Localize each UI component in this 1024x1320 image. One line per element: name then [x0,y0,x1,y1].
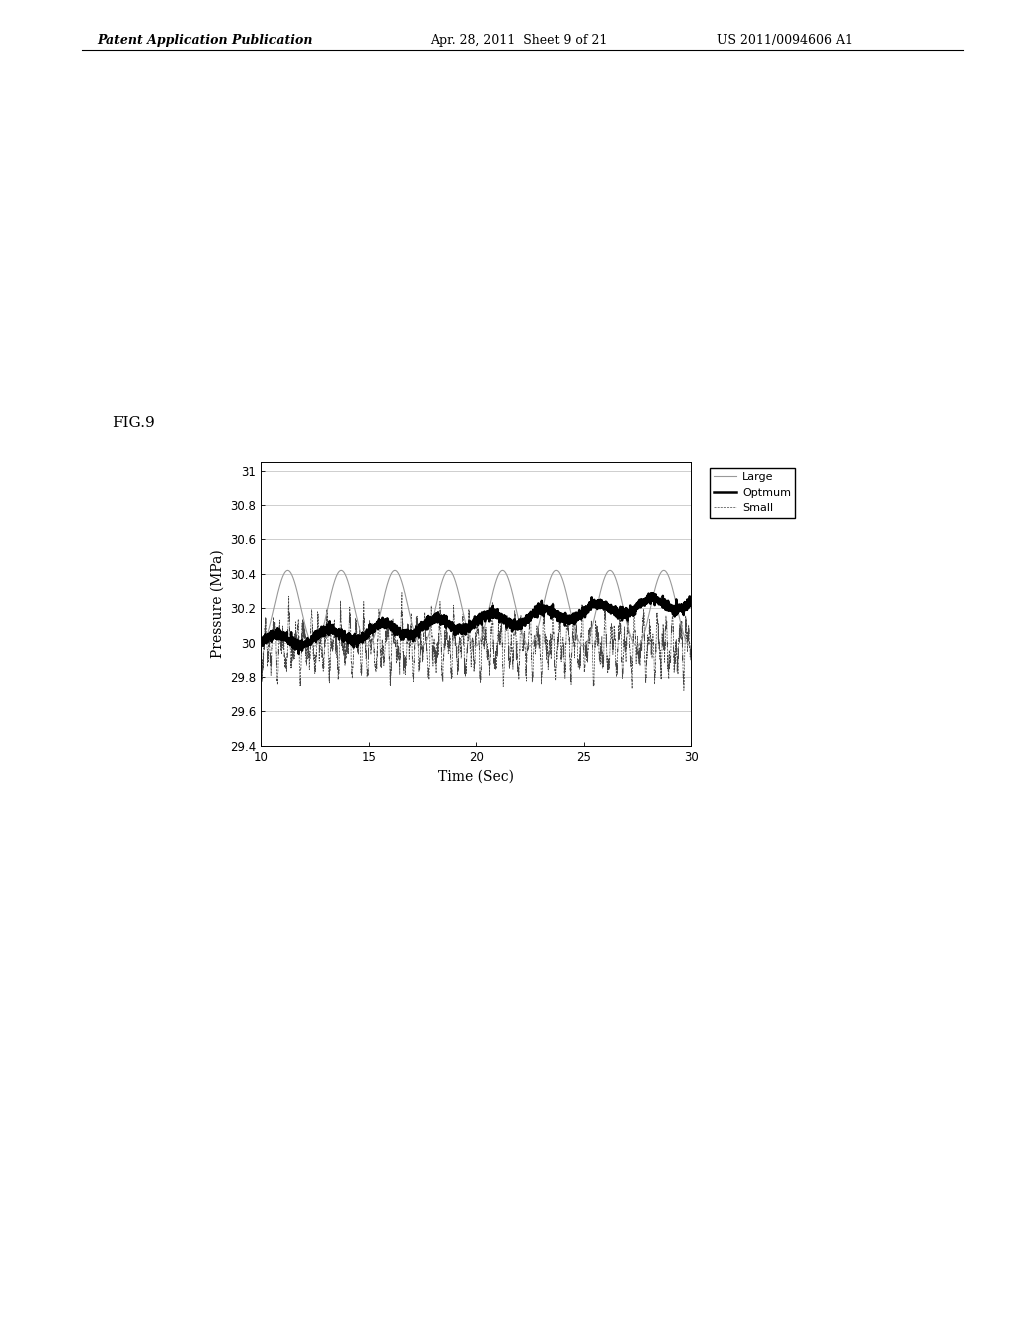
Large [685,638,697,653]
Small [678,682,690,698]
Optmum [645,585,657,601]
Small [420,630,432,645]
Large [361,638,374,653]
Optmum [330,622,342,638]
Small [330,630,342,645]
Text: Patent Application Publication: Patent Application Publication [97,34,312,48]
Optmum [685,594,697,610]
Optmum [631,598,643,614]
Small [685,651,697,667]
Large [604,562,616,578]
Optmum [677,598,689,614]
Small [396,585,409,601]
Large [255,638,267,653]
Y-axis label: Pressure (MPa): Pressure (MPa) [211,549,224,659]
Text: FIG.9: FIG.9 [113,416,156,430]
Optmum [304,635,316,651]
Small [255,659,267,675]
Optmum [438,614,451,630]
Small [304,651,316,667]
Line: Small: Small [261,593,691,690]
Optmum [420,622,432,638]
Large [438,566,451,582]
Optmum [293,645,305,661]
Legend: Large, Optmum, Small: Large, Optmum, Small [710,467,796,517]
Large [677,624,689,640]
Line: Large: Large [261,570,691,645]
Large [631,638,643,653]
Optmum [255,634,267,649]
Large [420,634,432,649]
Large [330,570,342,586]
Small [631,639,643,655]
Large [304,634,316,649]
Text: US 2011/0094606 A1: US 2011/0094606 A1 [717,34,853,48]
X-axis label: Time (Sec): Time (Sec) [438,770,514,783]
Line: Optmum: Optmum [261,593,691,653]
Text: Apr. 28, 2011  Sheet 9 of 21: Apr. 28, 2011 Sheet 9 of 21 [430,34,607,48]
Small [438,642,451,657]
Small [677,648,689,664]
